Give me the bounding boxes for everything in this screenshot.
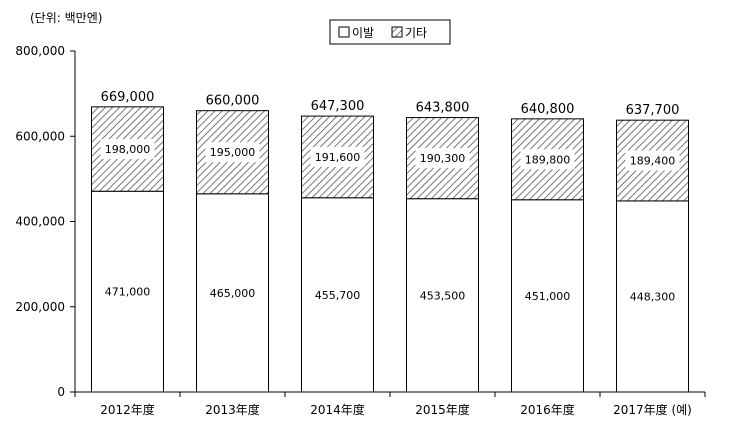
data-label-background [205, 142, 260, 163]
bar-segment-이발 [616, 200, 689, 393]
y-tick-label: 800,000 [15, 44, 65, 58]
legend: 이발 기타 [329, 19, 451, 45]
data-label-background [625, 150, 680, 171]
x-tick-label: 2016年度 [520, 402, 575, 417]
y-tick-label: 600,000 [15, 129, 65, 143]
axes: 0 200,000 400,000 600,000 800,000 [15, 44, 706, 399]
data-label: 189,400 [630, 155, 676, 168]
legend-swatch-plain [338, 26, 350, 38]
data-label: 471,000 [105, 286, 151, 299]
labels: 471,000 198,000 669,000 2012年度 465,000 195,00… [100, 90, 692, 417]
data-label: 190,300 [420, 152, 466, 165]
data-label: 465,000 [210, 287, 256, 300]
legend-label: 이발 [352, 26, 374, 40]
data-label: 453,500 [420, 289, 466, 302]
x-tick-label: 2013年度 [205, 402, 260, 417]
data-label: 191,600 [315, 151, 361, 164]
y-tick-label: 200,000 [15, 300, 65, 314]
bar-segment-이발 [301, 197, 374, 393]
x-tick-label: 2012年度 [100, 402, 155, 417]
data-label: 195,000 [210, 146, 256, 159]
x-tick-label: 2014年度 [310, 402, 365, 417]
legend-swatch-hatch [391, 26, 403, 38]
bar-segment-이발 [406, 198, 479, 393]
total-label: 640,800 [521, 102, 575, 117]
total-label: 637,700 [626, 103, 680, 118]
unit-label: (단위: 백만엔) [30, 11, 102, 25]
total-label: 660,000 [206, 94, 260, 109]
data-label: 451,000 [525, 290, 571, 303]
x-tick-label: 2017年度 (예) [613, 402, 692, 417]
y-tick-label: 400,000 [15, 215, 65, 229]
total-label: 643,800 [416, 101, 470, 116]
data-label-background [310, 146, 365, 167]
y-tick-label: 0 [57, 385, 65, 399]
bars [91, 106, 689, 393]
legend-label: 기타 [405, 26, 427, 40]
bar-segment-이발 [511, 199, 584, 393]
data-label: 455,700 [315, 289, 361, 302]
data-label-background [100, 139, 155, 160]
x-tick-label: 2015年度 [415, 402, 470, 417]
data-label: 198,000 [105, 143, 151, 156]
legend-box [329, 19, 451, 45]
data-label-background [520, 149, 575, 170]
bar-segment-이발 [91, 190, 164, 393]
data-label-background [415, 148, 470, 169]
data-label: 189,800 [525, 153, 571, 166]
total-label: 647,300 [311, 99, 365, 114]
total-label: 669,000 [101, 90, 155, 105]
data-label: 448,300 [630, 290, 676, 303]
